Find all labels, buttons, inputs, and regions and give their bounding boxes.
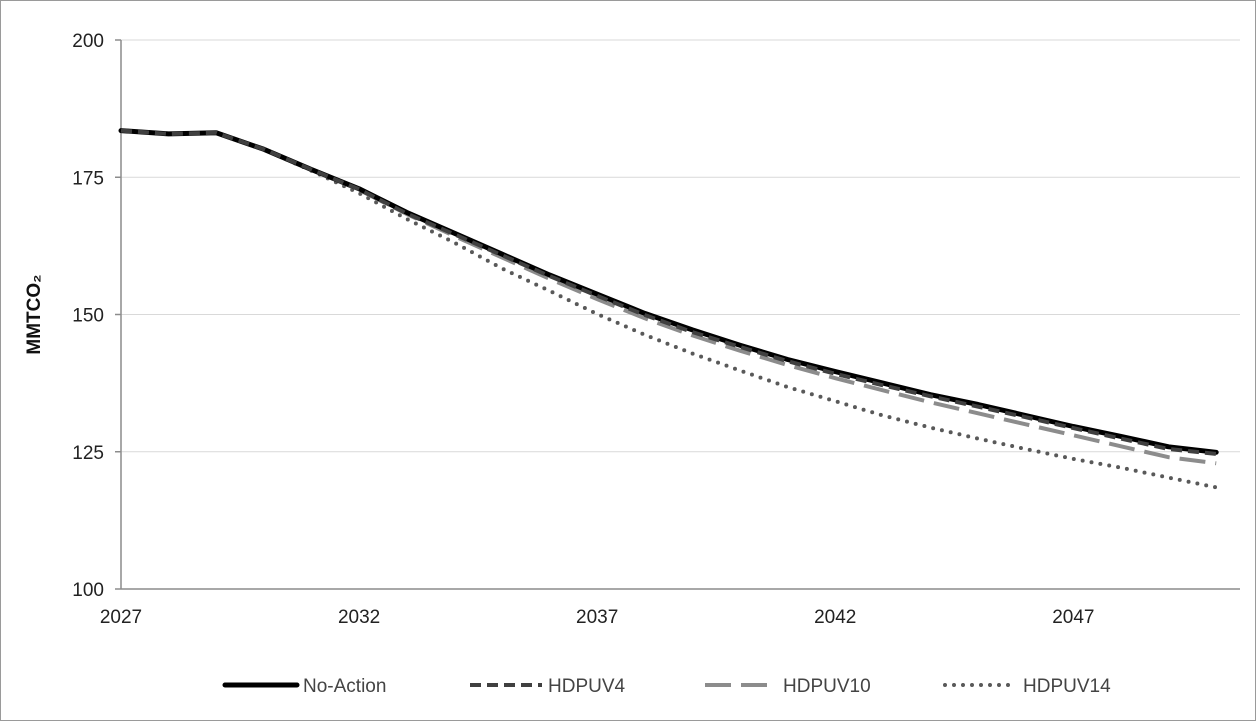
x-tick-labels: 2027 2032 2037 2042 2047 xyxy=(100,607,1095,628)
y-tick-labels: 100 125 150 175 200 xyxy=(72,31,121,601)
gridlines xyxy=(121,39,1240,453)
x-tick-label: 2042 xyxy=(814,607,856,628)
legend-label: HDPUV4 xyxy=(548,676,626,697)
legend-label: No-Action xyxy=(303,676,386,697)
legend: No-Action HDPUV4 HDPUV10 HDPUV14 xyxy=(222,676,1111,697)
series-line-hdpuv10 xyxy=(120,128,1217,466)
x-tick-label: 2032 xyxy=(338,607,380,628)
x-tick-label: 2047 xyxy=(1052,607,1094,628)
series-line-hdpuv4 xyxy=(120,128,1217,456)
series-line-no-action xyxy=(118,128,1219,455)
y-axis-title: MMTCO₂ xyxy=(24,274,45,354)
legend-label: HDPUV10 xyxy=(783,676,871,697)
y-tick-label: 125 xyxy=(72,443,104,464)
y-tick-label: 200 xyxy=(72,31,104,52)
series-line-hdpuv14 xyxy=(119,128,1219,490)
y-tick-label: 150 xyxy=(72,306,104,327)
x-tick-label: 2037 xyxy=(576,607,618,628)
y-tick-label: 175 xyxy=(72,168,104,189)
y-tick-label: 100 xyxy=(72,580,104,601)
series-layer xyxy=(118,128,1219,490)
legend-label: HDPUV14 xyxy=(1023,676,1111,697)
x-tick-label: 2027 xyxy=(100,607,142,628)
